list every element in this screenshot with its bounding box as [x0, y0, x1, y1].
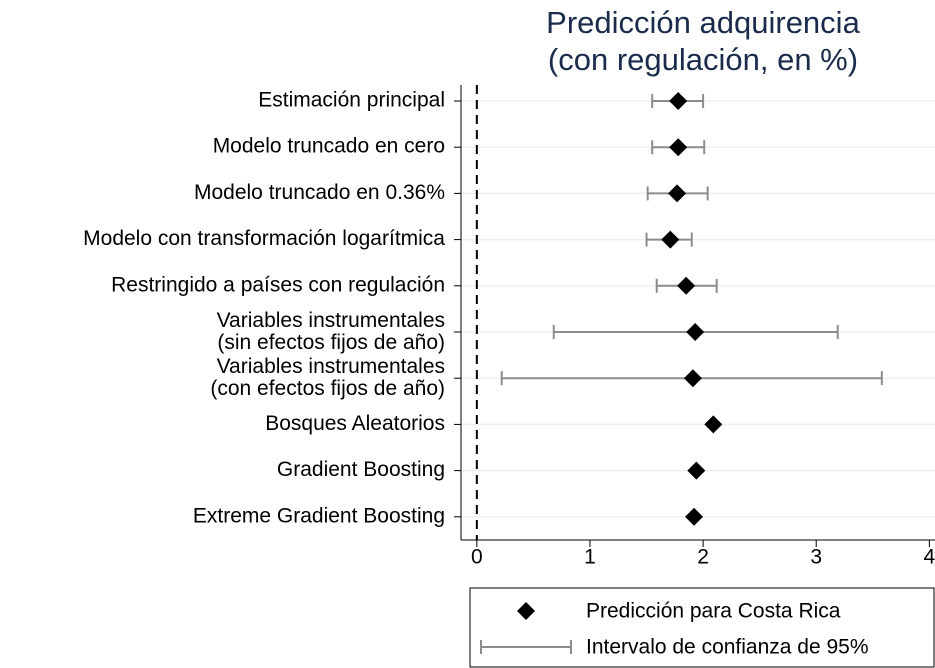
point	[669, 92, 688, 110]
legend-label: Predicción para Costa Rica	[586, 600, 841, 623]
x-tick-label: 2	[697, 546, 709, 569]
y-tick-label: Gradient Boosting	[277, 458, 445, 481]
y-tick-label: Bosques Aleatorios	[265, 412, 445, 435]
x-tick-label: 4	[923, 546, 935, 569]
x-tick-label: 1	[584, 546, 596, 569]
point	[704, 415, 723, 434]
legend-marker	[517, 602, 535, 620]
y-tick-label: Modelo con transformación logarítmica	[83, 227, 445, 250]
point	[677, 276, 696, 295]
y-tick-label-line: Variables instrumentales	[217, 309, 445, 332]
legend-box	[469, 587, 935, 668]
y-tick-label: Variables instrumentales (con efectos fij…	[210, 355, 445, 400]
x-tick-label: 3	[810, 546, 822, 569]
y-tick-label-line: (con efectos fijos de año)	[210, 377, 445, 400]
y-tick-label: Variables instrumentales (sin efectos fij…	[217, 309, 445, 354]
point	[661, 230, 680, 249]
chart-title: (con regulación, en %)	[548, 42, 858, 77]
chart-title: Predicción adquirencia	[546, 5, 860, 40]
y-tick-label: Restringido a países con regulación	[111, 273, 445, 296]
y-tick-label: Modelo truncado en 0.36%	[194, 181, 445, 204]
y-tick-label: Extreme Gradient Boosting	[193, 504, 445, 527]
point	[683, 369, 702, 388]
legend-label: Intervalo de confianza de 95%	[586, 636, 869, 659]
y-tick-label-line: Variables instrumentales	[217, 355, 445, 378]
point	[685, 507, 704, 526]
y-tick-label-line: (sin efectos fijos de año)	[217, 331, 445, 354]
point	[686, 323, 705, 341]
point	[669, 138, 688, 157]
y-tick-label: Estimación principal	[258, 89, 445, 112]
x-tick-label: 0	[471, 546, 483, 569]
point	[687, 461, 706, 480]
y-tick-label: Modelo truncado en cero	[213, 135, 445, 158]
point	[668, 184, 687, 203]
